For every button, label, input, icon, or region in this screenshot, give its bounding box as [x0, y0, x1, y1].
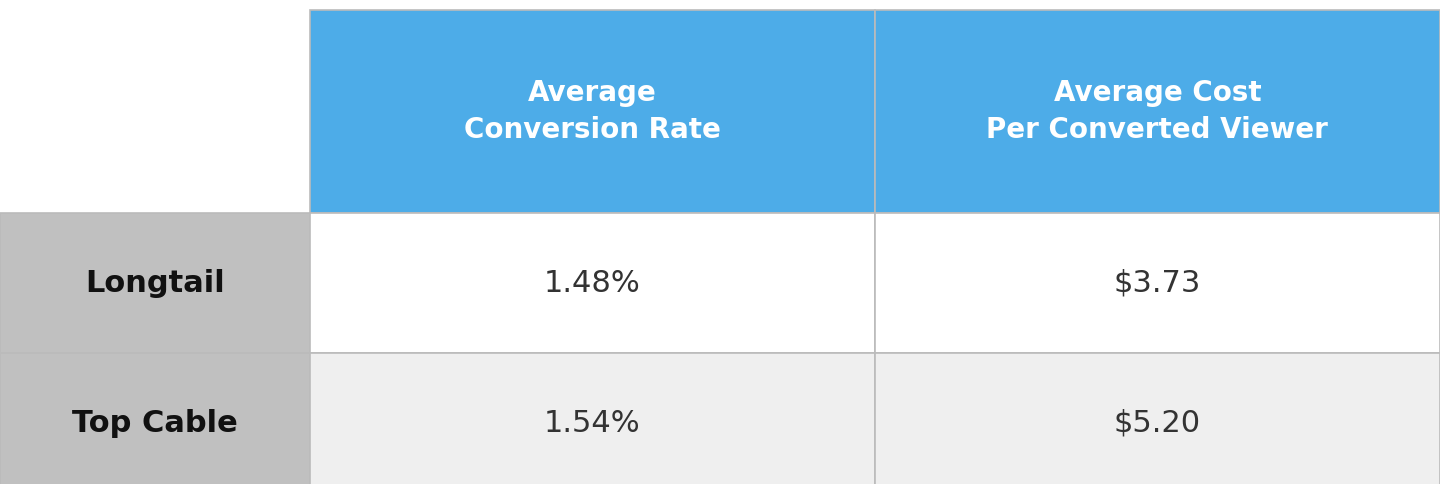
- Bar: [310, 10, 876, 213]
- Text: Longtail: Longtail: [85, 269, 225, 298]
- Bar: [876, 353, 1440, 484]
- Text: 1.48%: 1.48%: [544, 269, 641, 298]
- Bar: [876, 213, 1440, 353]
- Bar: [876, 10, 1440, 213]
- Text: Average Cost
Per Converted Viewer: Average Cost Per Converted Viewer: [986, 79, 1328, 144]
- Text: 1.54%: 1.54%: [544, 409, 641, 438]
- Bar: [0, 10, 310, 213]
- Text: $5.20: $5.20: [1113, 409, 1201, 438]
- Text: $3.73: $3.73: [1113, 269, 1201, 298]
- Bar: [310, 213, 876, 353]
- Bar: [0, 213, 310, 353]
- Bar: [310, 353, 876, 484]
- Text: Top Cable: Top Cable: [72, 409, 238, 438]
- Bar: [0, 353, 310, 484]
- Text: Average
Conversion Rate: Average Conversion Rate: [464, 79, 720, 144]
